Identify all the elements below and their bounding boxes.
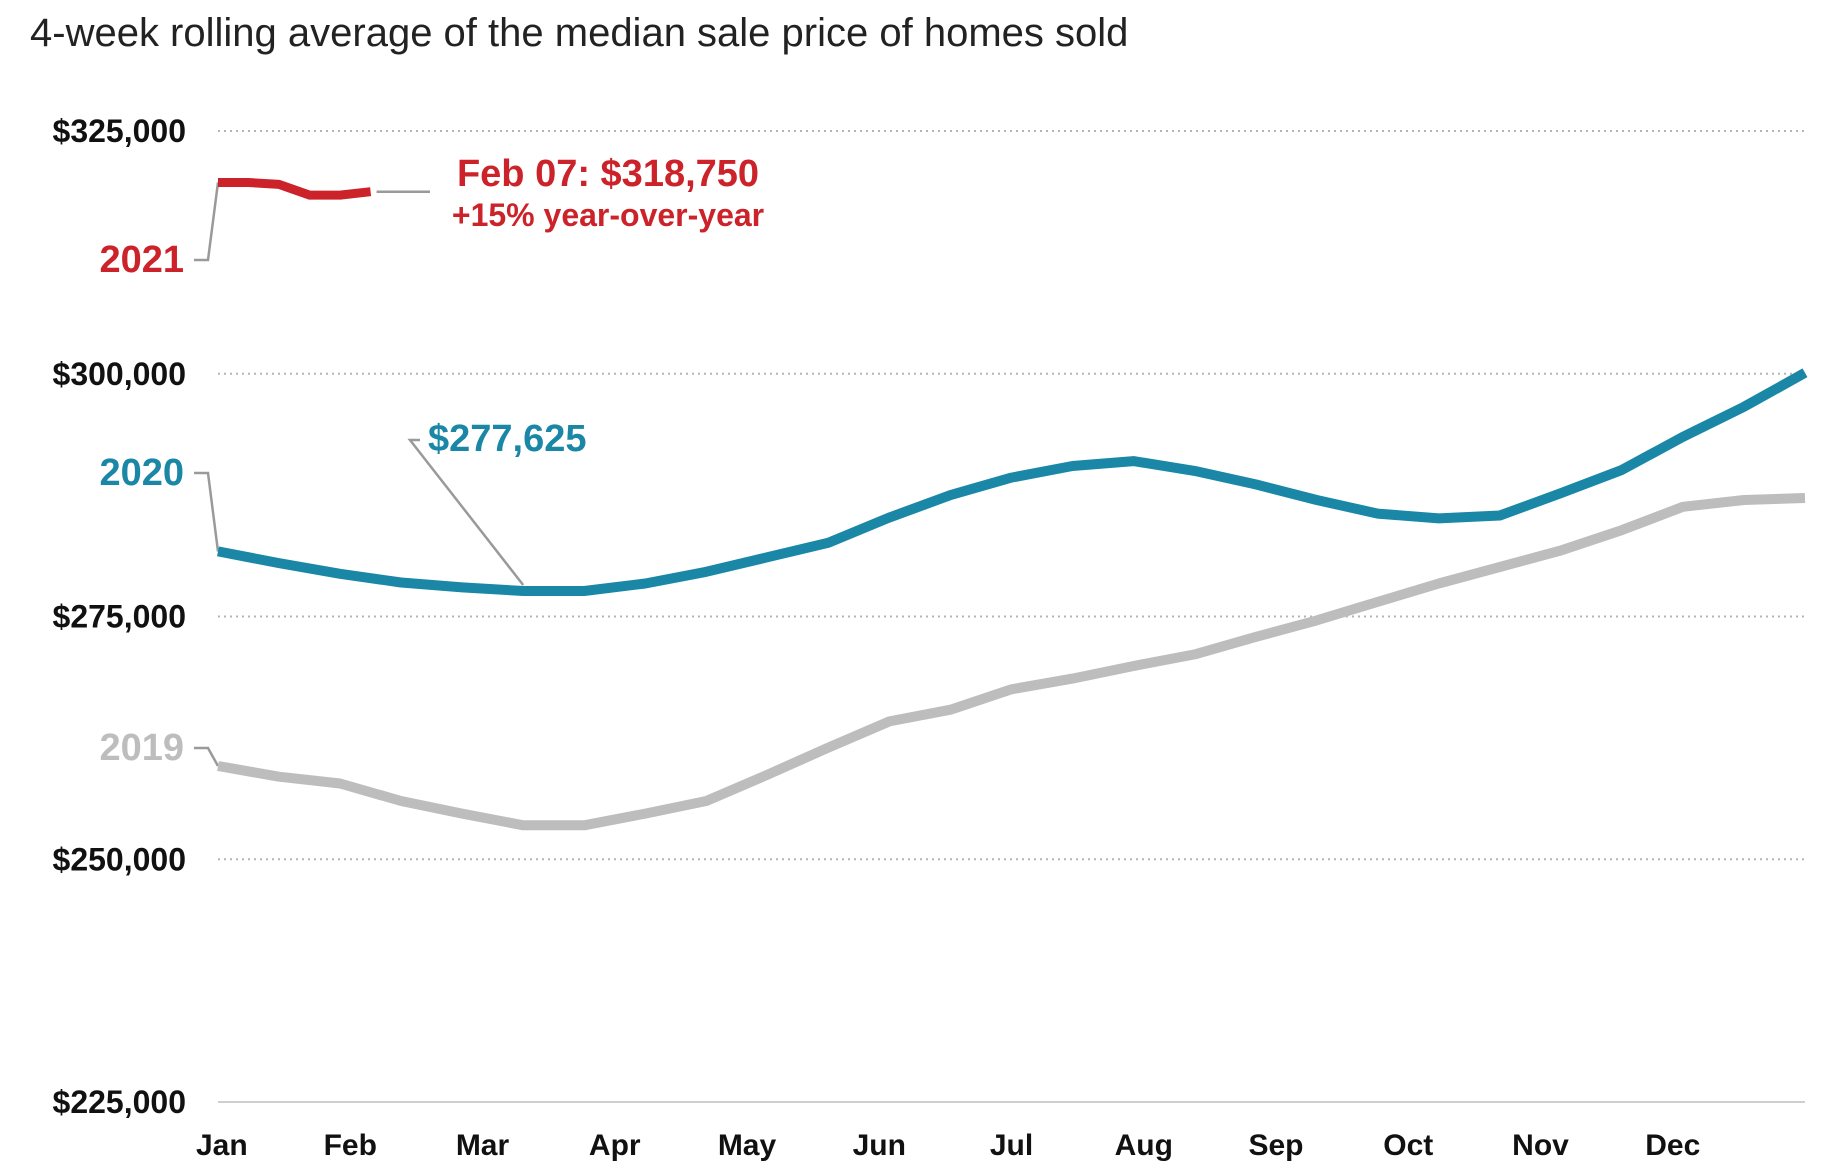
series-line-2020 bbox=[217, 368, 1808, 596]
series-line-2021 bbox=[218, 178, 372, 200]
x-tick-label: Mar bbox=[456, 1129, 510, 1162]
series-label-2020: 2020 bbox=[99, 452, 184, 494]
x-tick-label: Nov bbox=[1512, 1129, 1569, 1162]
x-tick-label: Jan bbox=[196, 1129, 248, 1162]
series-lines bbox=[217, 178, 1808, 831]
x-tick-label: Oct bbox=[1383, 1129, 1433, 1162]
x-tick-label: Sep bbox=[1248, 1129, 1303, 1162]
y-tick-label: $225,000 bbox=[53, 1084, 186, 1120]
chart-title: 4-week rolling average of the median sal… bbox=[30, 11, 1128, 55]
series-label-leader bbox=[194, 471, 220, 552]
y-tick-label: $275,000 bbox=[53, 599, 186, 635]
y-tick-label: $325,000 bbox=[53, 113, 186, 149]
x-tick-label: Feb bbox=[324, 1129, 377, 1162]
gridlines bbox=[218, 130, 1805, 1103]
series-label-2021: 2021 bbox=[99, 239, 184, 281]
x-tick-label: Apr bbox=[589, 1129, 641, 1162]
low-2020-leader bbox=[407, 438, 525, 586]
y-axis-ticks: $325,000 $300,000 $275,000 $250,000 $225,000 bbox=[53, 113, 186, 1120]
x-tick-label: Jul bbox=[990, 1129, 1033, 1162]
annotation-leaders bbox=[194, 182, 525, 767]
series-label-leader bbox=[194, 746, 220, 767]
y-tick-label: $300,000 bbox=[53, 356, 186, 392]
x-tick-label: Aug bbox=[1115, 1129, 1173, 1162]
series-line-2019 bbox=[217, 493, 1806, 831]
year-over-year-annotation: +15% year-over-year bbox=[452, 197, 764, 233]
x-tick-label: Dec bbox=[1645, 1129, 1700, 1162]
series-label-2019: 2019 bbox=[99, 727, 184, 769]
latest-value-annotation: Feb 07: $318,750 bbox=[457, 153, 759, 195]
x-axis-ticks: Jan Feb Mar Apr May Jun Jul Aug Sep Oct Nov Dec bbox=[196, 1129, 1700, 1162]
x-tick-label: Jun bbox=[853, 1129, 906, 1162]
series-label-leader bbox=[194, 182, 220, 262]
x-tick-label: May bbox=[718, 1129, 777, 1162]
low-2020-annotation: $277,625 bbox=[428, 418, 587, 460]
annotations: Feb 07: $318,750 +15% year-over-year $27… bbox=[428, 153, 764, 460]
series-labels: 2019 2020 2021 bbox=[99, 239, 184, 769]
y-tick-label: $250,000 bbox=[53, 841, 186, 877]
